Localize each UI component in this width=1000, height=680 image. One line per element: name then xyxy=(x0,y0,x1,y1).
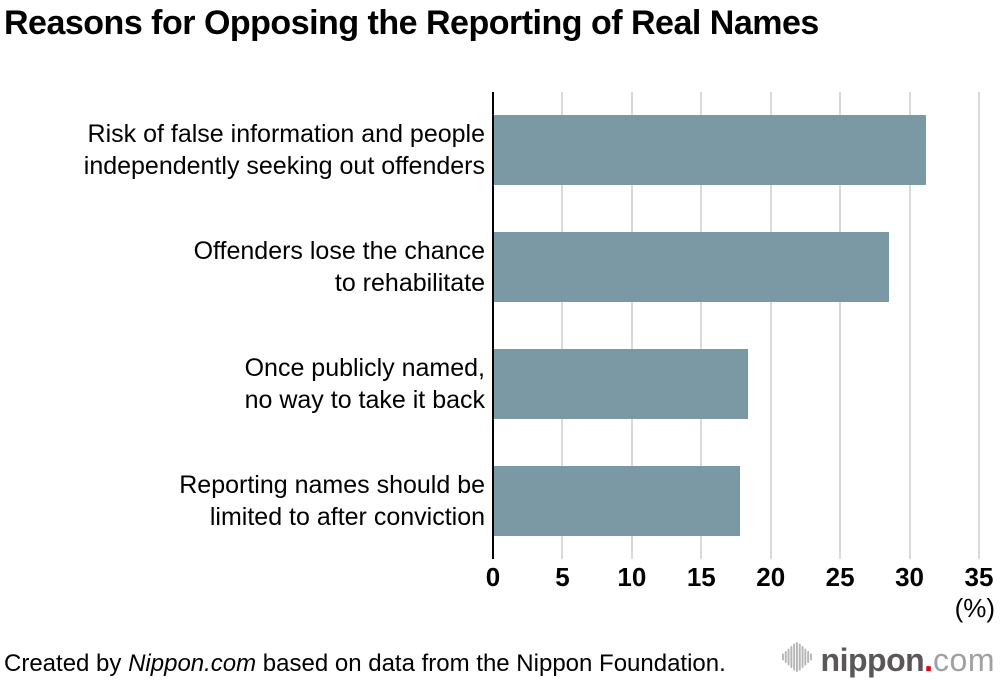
soundwave-icon xyxy=(781,642,812,672)
category-label-1: Offenders lose the chance to rehabilitate xyxy=(193,237,485,298)
category-label-3: Reporting names should be limited to afte… xyxy=(179,470,485,531)
x-tick-label-5: 5 xyxy=(555,562,570,592)
credit-source: Nippon.com xyxy=(128,650,257,677)
x-tick-label-20: 20 xyxy=(756,562,786,592)
logo-dot: . xyxy=(924,642,934,678)
x-tick-label-30: 30 xyxy=(895,562,925,592)
gridline-x-25 xyxy=(839,92,842,559)
logo-wordmark-com: com xyxy=(933,642,995,678)
credit-suffix: based on data from the Nippon Foundation… xyxy=(256,650,726,677)
x-axis-unit-label: (%) xyxy=(954,593,995,623)
y-axis-line xyxy=(492,92,494,559)
nippon-logo: nippon. com xyxy=(781,641,995,678)
chart-title: Reasons for Opposing the Reporting of Re… xyxy=(4,4,819,42)
logo-wordmark-nippon: nippon xyxy=(820,642,925,678)
gridline-x-5 xyxy=(561,92,564,559)
bar-2 xyxy=(493,348,749,419)
x-tick-label-15: 15 xyxy=(686,562,716,592)
plot-area: 0 5 10 15 20 25 30 35 xyxy=(486,92,993,591)
credit-text: Created by Nippon.com based on data from… xyxy=(4,650,726,678)
bar-3 xyxy=(493,465,741,536)
x-tick-label-35: 35 xyxy=(964,562,994,592)
x-tick-label-0: 0 xyxy=(485,562,501,592)
credit-prefix: Created by xyxy=(4,650,129,677)
category-label-0: Risk of false information and people inde… xyxy=(83,120,485,181)
bar-0 xyxy=(493,115,927,186)
x-tick-label-25: 25 xyxy=(825,562,855,592)
gridline-x-15 xyxy=(700,92,703,559)
bar-1 xyxy=(493,232,889,303)
gridline-x-30 xyxy=(908,92,911,559)
gridline-x-20 xyxy=(769,92,772,559)
category-label-2: Once publicly named, no way to take it ba… xyxy=(244,353,485,414)
gridline-x-10 xyxy=(630,92,633,559)
x-tick-label-10: 10 xyxy=(617,562,647,592)
gridline-x-35 xyxy=(978,92,980,559)
